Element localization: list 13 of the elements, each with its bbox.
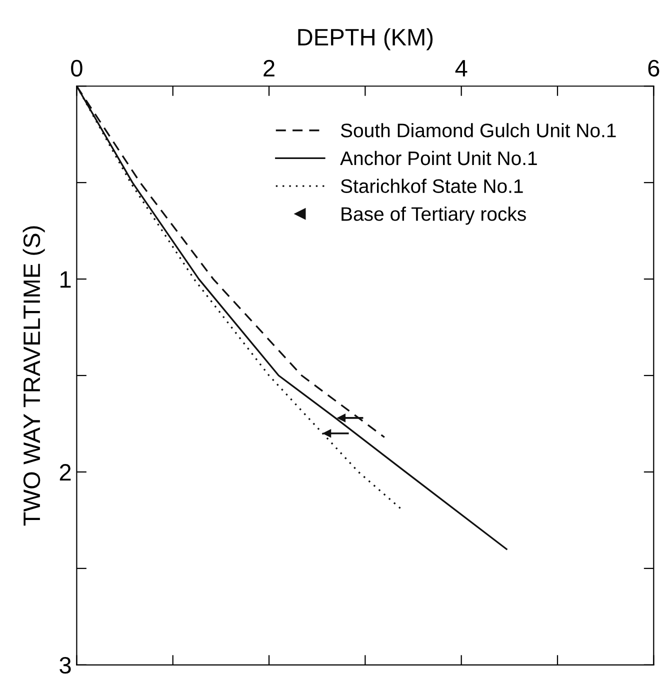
legend-label: Anchor Point Unit No.1 <box>340 150 537 166</box>
y-tick-label: 1 <box>60 271 71 288</box>
x-tick-label: 4 <box>455 60 468 76</box>
y-axis-title: TWO WAY TRAVELTIME (S) <box>22 226 45 526</box>
y-tick-label: 2 <box>60 464 71 481</box>
x-tick-label: 6 <box>648 60 660 77</box>
x-tick-label: 2 <box>264 60 274 76</box>
legend-label: South Diamond Gulch Unit No.1 <box>340 123 616 138</box>
x-tick-label: 0 <box>71 60 82 77</box>
legend-label: Starichkof State No.1 <box>340 178 523 194</box>
y-tick-label: 3 <box>60 656 71 674</box>
legend-label: Base of Tertiary rocks <box>342 206 526 225</box>
x-axis-title: DEPTH (KM) <box>298 28 433 50</box>
